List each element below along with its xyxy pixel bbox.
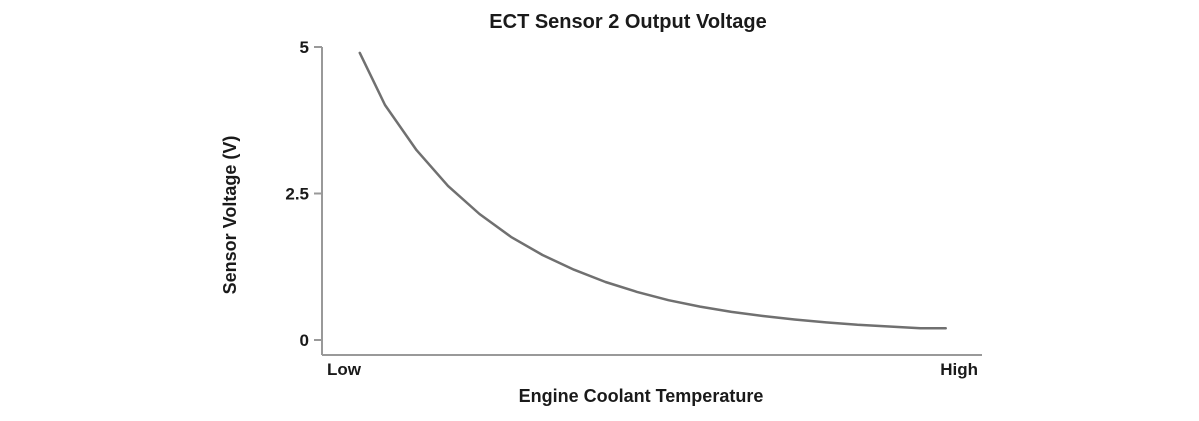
series-line: [358, 51, 947, 330]
chart-title: ECT Sensor 2 Output Voltage: [489, 11, 766, 33]
series-group: [358, 51, 947, 330]
x-tick-label-high: High: [940, 360, 978, 379]
y-tick-label: 5: [300, 38, 309, 57]
y-tick-label: 0: [300, 331, 309, 350]
y-axis-label: Sensor Voltage (V): [220, 136, 240, 295]
x-tick-label-low: Low: [327, 360, 362, 379]
y-axis: 02.55: [285, 38, 323, 355]
x-axis-label: Engine Coolant Temperature: [519, 386, 764, 406]
y-tick-label: 2.5: [285, 185, 309, 204]
x-axis: Low High: [322, 354, 982, 379]
